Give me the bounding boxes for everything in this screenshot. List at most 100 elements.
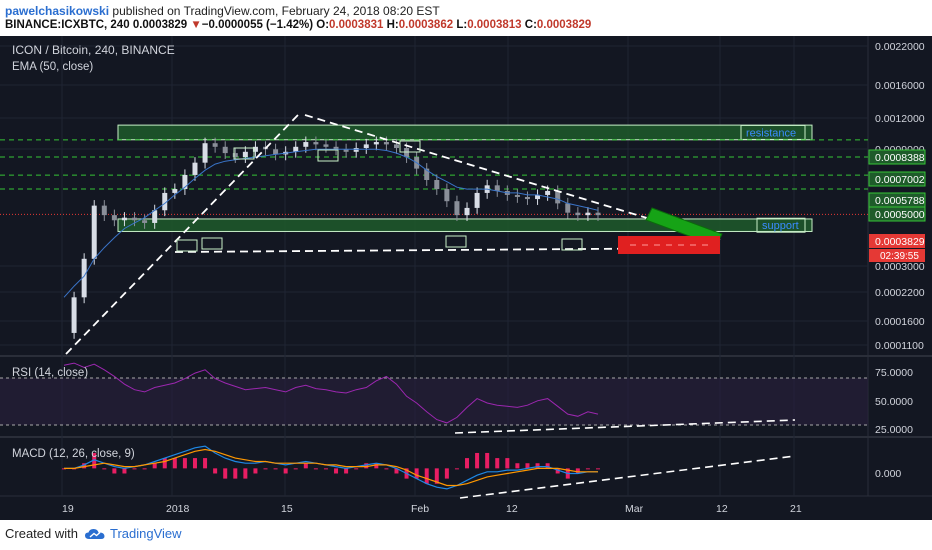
candle-body xyxy=(212,143,218,147)
hist-bar xyxy=(102,468,107,470)
author-link[interactable]: pawelchasikowski xyxy=(5,4,110,18)
candle-body xyxy=(192,162,198,175)
pivot-box xyxy=(445,235,467,248)
hist-bar xyxy=(444,468,449,479)
candle-body xyxy=(182,174,188,190)
hist-bar xyxy=(192,458,197,469)
hist-bar xyxy=(485,452,490,469)
rsi-tick: 25.0000 xyxy=(875,424,913,436)
candle-body xyxy=(313,142,319,145)
hist-bar xyxy=(334,468,339,474)
price-tick: 0.0016000 xyxy=(875,80,925,92)
candle-body xyxy=(172,189,178,193)
hist-bar xyxy=(575,468,580,474)
time-tick: 19 xyxy=(62,503,74,515)
hist-bar xyxy=(434,468,439,484)
hist-bar xyxy=(92,452,97,469)
ema-legend: EMA (50, close) xyxy=(12,61,93,73)
candle-body xyxy=(444,189,450,202)
hist-bar xyxy=(172,458,177,469)
candle-body xyxy=(81,258,87,298)
rsi-line xyxy=(63,362,599,424)
chart-area[interactable]: resistance support ICON / Bitcoin, 240, B… xyxy=(0,36,932,520)
annotations xyxy=(65,114,723,355)
candle-body xyxy=(464,207,470,216)
time-tick: 21 xyxy=(790,503,802,515)
time-tick: 12 xyxy=(506,503,518,515)
level-tag-text: 0.0005000 xyxy=(875,209,925,221)
level-tag-text: 0.0008388 xyxy=(875,152,925,164)
hist-bar xyxy=(213,468,218,474)
symbol-interval: BINANCE:ICXBTC, 240 xyxy=(5,19,130,31)
zone-label-box xyxy=(756,217,806,233)
hist-bar xyxy=(243,468,248,479)
hist-bar xyxy=(344,468,349,474)
hist-bar xyxy=(515,463,520,469)
candle-body xyxy=(353,148,359,152)
hist-bar xyxy=(505,458,510,469)
candle-body xyxy=(293,146,299,152)
hist-bar xyxy=(122,468,127,474)
footer: Created with TradingView xyxy=(5,526,182,541)
hist-bar xyxy=(475,452,480,469)
publish-text: published on TradingView.com, February 2… xyxy=(112,4,440,18)
cloud-icon xyxy=(84,528,105,539)
hist-bar xyxy=(142,468,147,470)
candle-body xyxy=(91,205,97,259)
price-tick: 0.0022000 xyxy=(875,41,925,53)
hist-bar xyxy=(555,468,560,474)
zone-support xyxy=(117,218,813,232)
zone-label-box xyxy=(740,124,806,140)
chart-svg[interactable]: resistance support ICON / Bitcoin, 240, B… xyxy=(0,36,932,520)
hist-bar xyxy=(414,468,419,479)
candle-body xyxy=(142,220,148,223)
created-with-text: Created with xyxy=(5,526,78,541)
open-value: 0.0003831 xyxy=(329,19,384,31)
candle-body xyxy=(393,144,399,149)
hist-bar xyxy=(203,458,208,469)
candle-body xyxy=(242,151,248,158)
hist-bar xyxy=(384,468,389,470)
candle-body xyxy=(555,190,561,204)
candle-body xyxy=(222,146,228,154)
time-tick: Feb xyxy=(411,503,429,515)
candle-body xyxy=(474,192,480,208)
chart-title: ICON / Bitcoin, 240, BINANCE xyxy=(12,43,175,57)
candle-body xyxy=(111,215,117,221)
publish-info: pawelchasikowski published on TradingVie… xyxy=(5,4,440,18)
zone-label: support xyxy=(762,220,799,232)
rsi-tick: 50.0000 xyxy=(875,396,913,408)
down-arrow-icon: ▼ xyxy=(190,19,202,31)
hist-bar xyxy=(545,463,550,469)
open-label: O: xyxy=(316,19,330,31)
candle-body xyxy=(454,201,460,216)
candle-body xyxy=(565,203,571,213)
tradingview-logo[interactable]: TradingView xyxy=(84,526,182,541)
rsi-tick: 75.0000 xyxy=(875,367,913,379)
candle-body xyxy=(575,212,581,216)
candle-body xyxy=(202,143,208,163)
candle-body xyxy=(545,190,551,195)
candle-body xyxy=(514,194,520,197)
level-tag xyxy=(868,206,926,222)
tradingview-brand: TradingView xyxy=(109,526,182,541)
pivot-box xyxy=(317,149,339,162)
hist-bar xyxy=(233,468,238,479)
hist-bar xyxy=(132,468,137,470)
falling-trendline xyxy=(304,114,721,241)
candle-body xyxy=(383,142,389,145)
grid xyxy=(0,36,868,496)
hist-bar xyxy=(394,468,399,474)
candle-body xyxy=(424,168,430,180)
candle-body xyxy=(152,210,158,223)
price-change: −0.0000055 (−1.42%) xyxy=(201,19,314,31)
candle-body xyxy=(524,196,530,200)
candle-body xyxy=(535,194,541,200)
candle-body xyxy=(494,185,500,191)
candle-body xyxy=(71,297,77,333)
candle-body xyxy=(333,146,339,150)
level-tag xyxy=(868,171,926,187)
low-label: L: xyxy=(456,19,468,31)
candle-body xyxy=(404,148,410,158)
candle-body xyxy=(132,217,138,221)
